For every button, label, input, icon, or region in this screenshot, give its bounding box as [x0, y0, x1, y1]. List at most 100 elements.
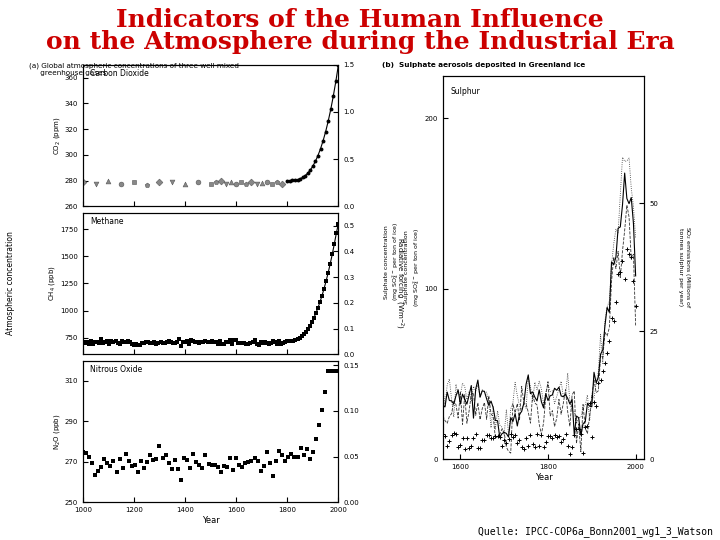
Point [160, 451, 171, 460]
Point [564, 450, 576, 458]
Point [184, 340, 195, 348]
Point [529, 442, 541, 451]
Point [496, 441, 508, 450]
Point [544, 431, 556, 440]
Point [108, 338, 120, 347]
Point [593, 379, 604, 388]
Point [92, 467, 104, 476]
Point [85, 337, 96, 346]
Point [191, 458, 202, 467]
Point [461, 434, 472, 442]
Point [89, 471, 101, 480]
Point [143, 338, 154, 346]
Point [492, 431, 503, 440]
Point [89, 338, 101, 347]
Point [333, 60, 344, 69]
Point [136, 339, 148, 347]
Point [584, 399, 595, 407]
Point [527, 440, 539, 448]
Point [247, 338, 258, 346]
Point [320, 127, 331, 136]
Point [157, 453, 168, 462]
Point [301, 445, 312, 454]
Point [316, 291, 328, 300]
Point [586, 433, 598, 442]
Y-axis label: N$_2$O (ppb): N$_2$O (ppb) [52, 413, 62, 450]
Point [318, 137, 329, 145]
Point [147, 338, 158, 347]
Point [120, 338, 132, 346]
Point [238, 339, 250, 347]
Point [509, 430, 521, 439]
Point [511, 438, 523, 447]
Point [294, 444, 306, 453]
Y-axis label: CH$_4$ (ppb): CH$_4$ (ppb) [48, 266, 57, 301]
Point [612, 269, 624, 278]
Point [298, 451, 310, 460]
Point [208, 337, 220, 346]
Point [165, 338, 176, 346]
Point [266, 180, 278, 189]
Point [108, 457, 120, 465]
Point [163, 459, 174, 468]
Point [215, 177, 227, 186]
Point [163, 336, 174, 345]
Point [444, 437, 455, 445]
Point [588, 397, 600, 406]
Point [546, 434, 558, 442]
Point [450, 430, 462, 438]
Point [282, 176, 293, 185]
Point [209, 460, 220, 469]
Point [166, 465, 178, 474]
Point [84, 340, 95, 349]
Point [150, 455, 162, 463]
Point [599, 359, 611, 368]
Point [307, 162, 319, 171]
Point [161, 338, 172, 347]
Point [313, 421, 325, 430]
Point [275, 340, 287, 348]
Point [115, 180, 127, 189]
Point [102, 458, 113, 467]
Point [175, 476, 186, 484]
Point [521, 434, 532, 442]
Point [464, 444, 475, 453]
Point [157, 339, 168, 347]
Point [525, 430, 536, 439]
Point [251, 179, 262, 188]
Point [148, 338, 160, 347]
Point [289, 453, 300, 461]
Point [490, 432, 501, 441]
Point [230, 336, 242, 345]
Point [332, 367, 343, 375]
Point [459, 444, 470, 453]
Point [77, 338, 89, 346]
Point [206, 337, 217, 346]
Point [233, 461, 245, 469]
Point [261, 448, 273, 456]
Point [196, 338, 207, 347]
Point [557, 435, 569, 443]
Point [228, 336, 240, 345]
Point [330, 77, 341, 86]
Point [551, 432, 562, 441]
Point [237, 339, 248, 347]
Point [177, 338, 189, 346]
Point [240, 458, 251, 467]
Point [169, 339, 181, 347]
Point [199, 337, 211, 346]
Point [106, 336, 117, 345]
Point [252, 456, 264, 465]
Point [320, 388, 331, 396]
Point [628, 276, 639, 285]
Point [228, 465, 239, 474]
Point [253, 341, 264, 349]
Point [312, 303, 324, 312]
Point [140, 338, 152, 347]
Point [307, 447, 319, 456]
Point [330, 229, 342, 238]
Point [145, 339, 156, 347]
Point [220, 179, 232, 188]
Point [553, 432, 564, 441]
Point [282, 453, 294, 461]
